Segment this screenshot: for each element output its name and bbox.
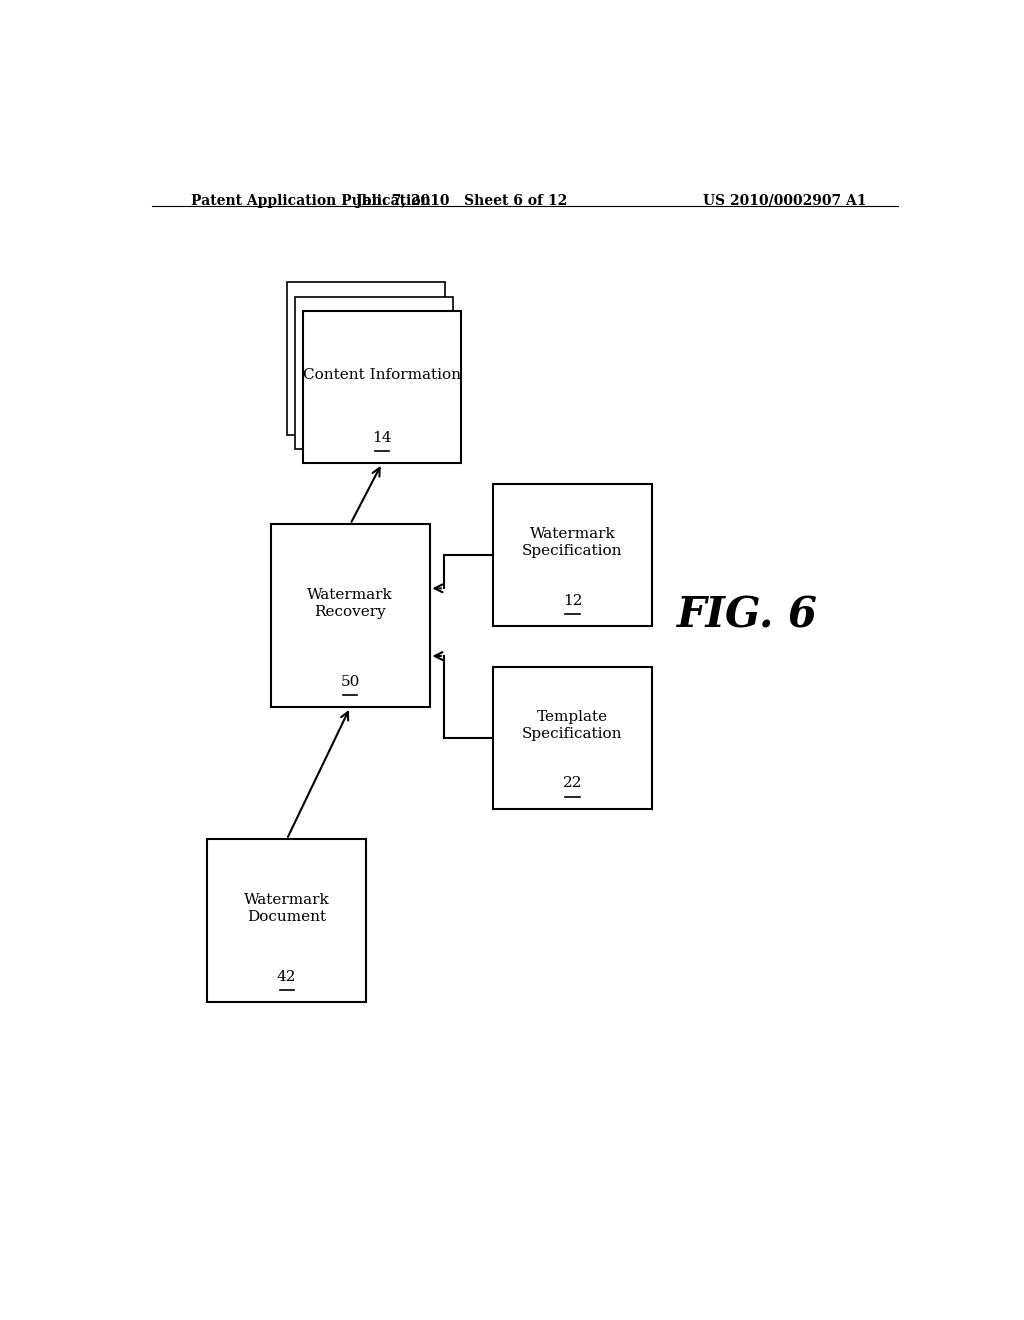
Text: US 2010/0002907 A1: US 2010/0002907 A1 <box>702 194 866 209</box>
Text: Content Information: Content Information <box>303 368 461 381</box>
Text: Template
Specification: Template Specification <box>522 710 623 741</box>
Bar <box>270 524 430 708</box>
Text: 42: 42 <box>276 970 297 983</box>
Text: FIG. 6: FIG. 6 <box>677 595 817 636</box>
Text: Patent Application Publication: Patent Application Publication <box>191 194 431 209</box>
Bar <box>207 840 367 1002</box>
Text: 22: 22 <box>562 776 583 791</box>
Bar <box>494 483 652 626</box>
Text: 14: 14 <box>372 430 392 445</box>
Bar <box>287 282 445 434</box>
Text: 12: 12 <box>562 594 583 607</box>
Bar <box>494 667 652 809</box>
Bar <box>295 297 454 449</box>
Text: Watermark
Document: Watermark Document <box>244 894 330 924</box>
Text: Watermark
Recovery: Watermark Recovery <box>307 589 393 619</box>
Text: Watermark
Specification: Watermark Specification <box>522 528 623 557</box>
Text: 50: 50 <box>341 675 359 689</box>
Bar <box>303 312 461 463</box>
Text: Jan. 7, 2010   Sheet 6 of 12: Jan. 7, 2010 Sheet 6 of 12 <box>355 194 567 209</box>
